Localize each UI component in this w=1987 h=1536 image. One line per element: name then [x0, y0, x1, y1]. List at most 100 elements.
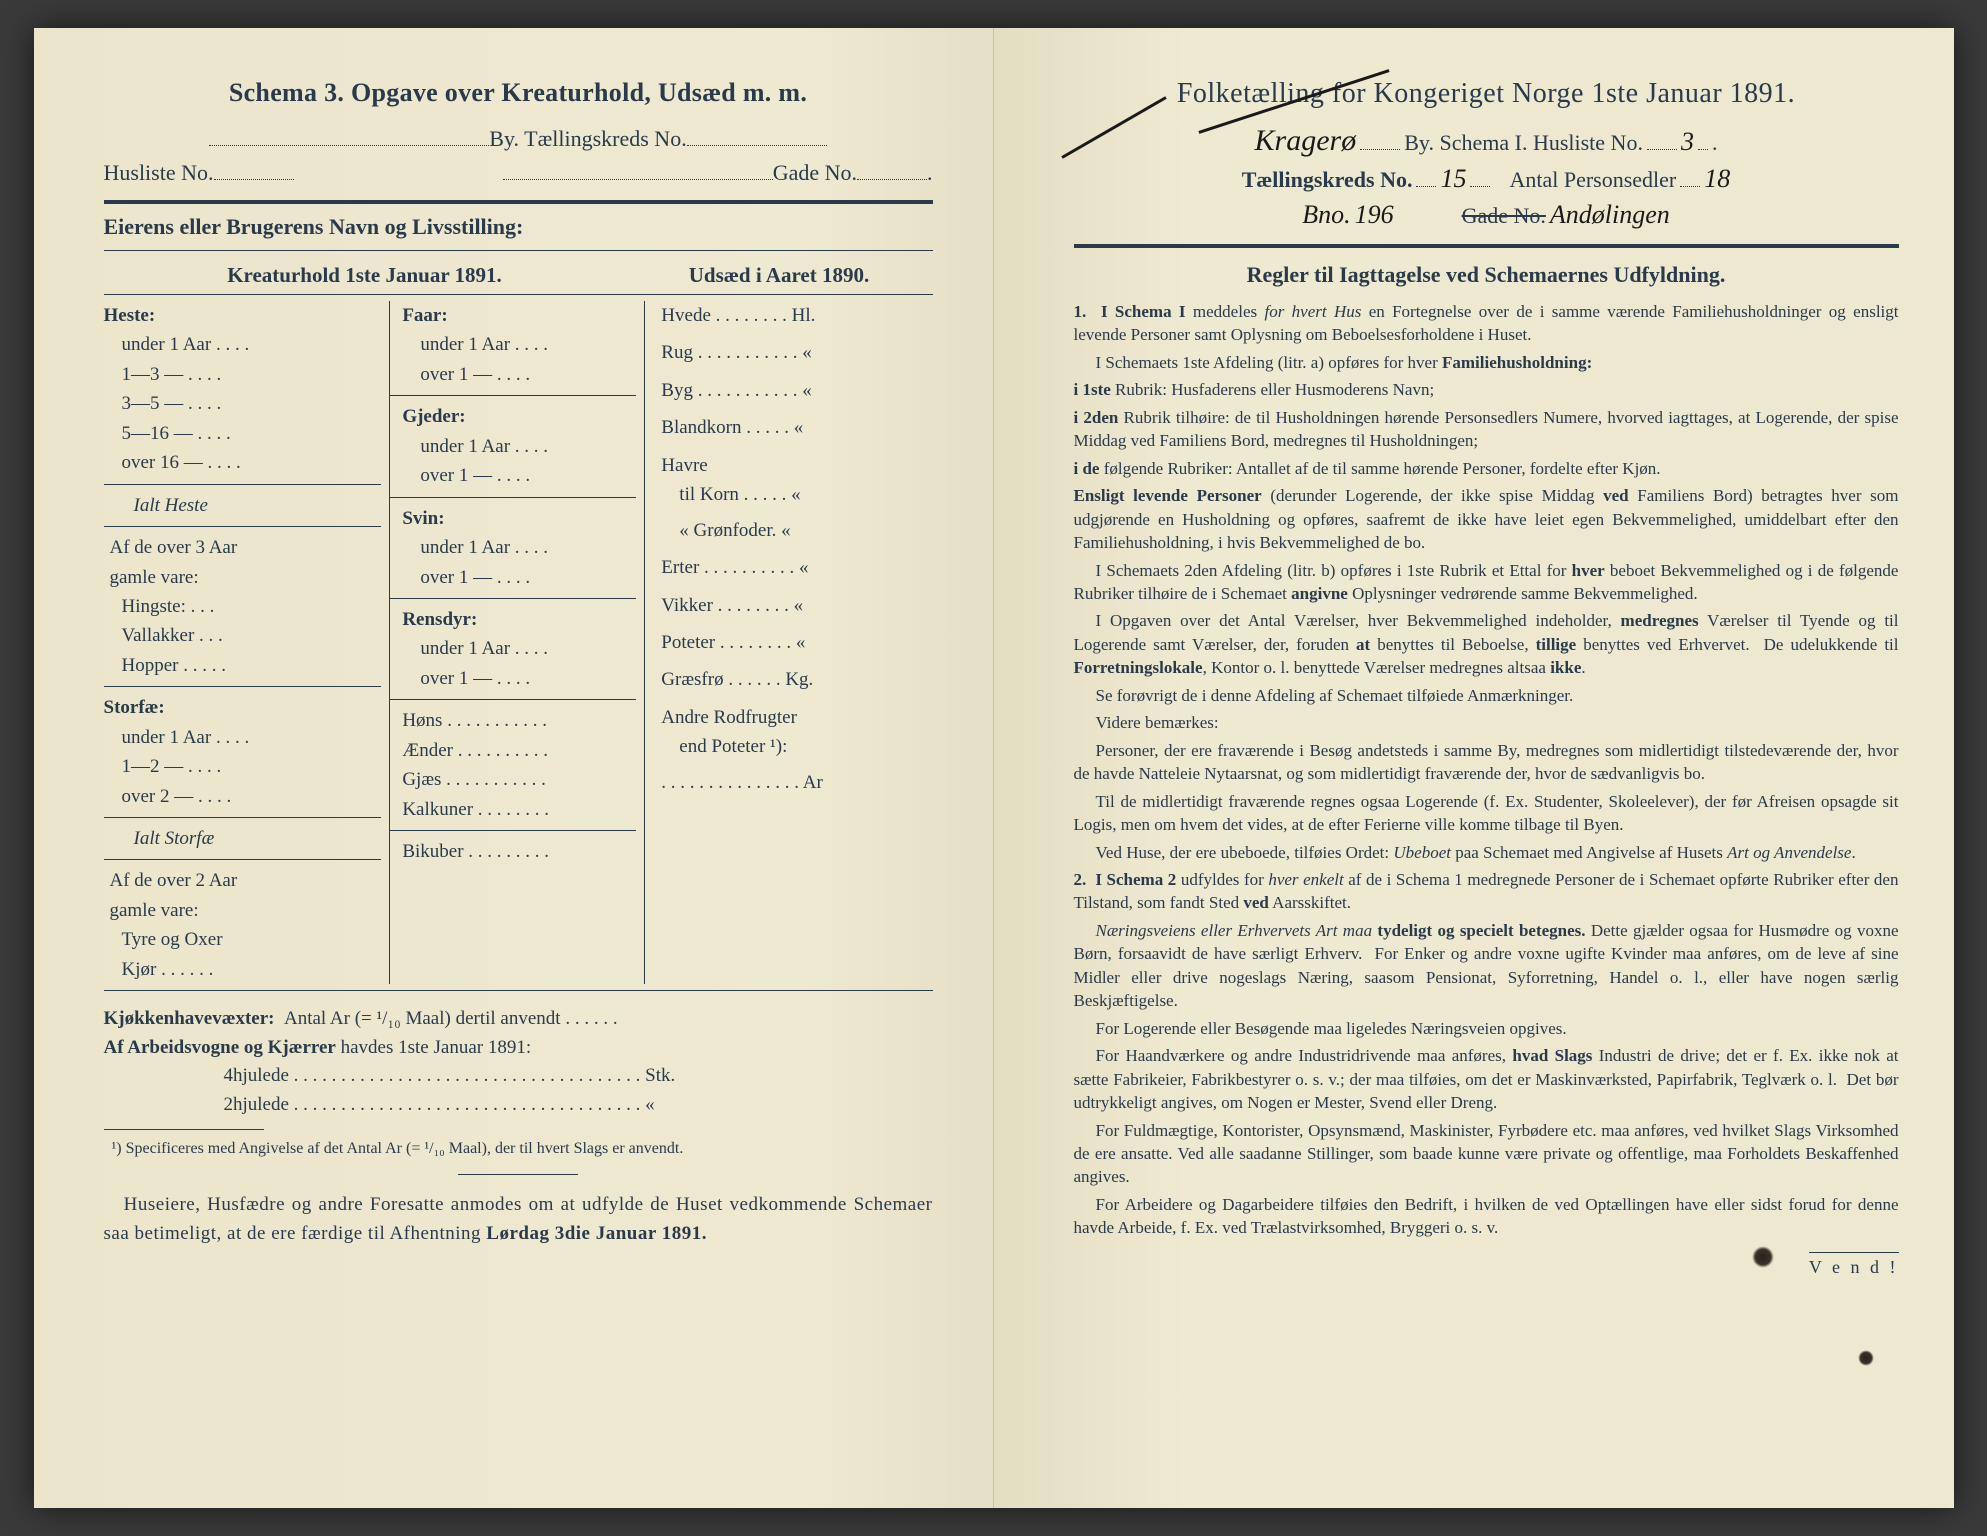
blandkorn: Blandkorn . . . . . «	[661, 413, 924, 442]
husliste-row: Husliste No. Gade No. .	[104, 160, 933, 186]
right-page: Folketælling for Kongeriget Norge 1ste J…	[994, 28, 1954, 1508]
vallakker: Vallakker . . .	[104, 621, 382, 650]
column-headers: Kreaturhold 1ste Januar 1891. Udsæd i Aa…	[104, 263, 933, 288]
hopper: Hopper . . . . .	[104, 651, 382, 680]
taelling-value: 15	[1440, 164, 1466, 194]
footnote: ¹) Specificeres med Angivelse af det Ant…	[104, 1140, 933, 1158]
bottom-notes: Kjøkkenhavevæxter: Antal Ar (= ¹/₁₀ Maal…	[104, 1005, 933, 1119]
foot-rule	[458, 1174, 578, 1175]
tyre: Tyre og Oxer	[104, 925, 382, 954]
heste-row: 3—5 — . . . .	[104, 389, 382, 418]
storfae-row: 1—2 — . . . .	[104, 752, 382, 781]
husliste-value: 3	[1681, 127, 1694, 157]
storfae-row: under 1 Aar . . . .	[104, 723, 382, 752]
ar-line: . . . . . . . . . . . . . . . Ar	[661, 768, 924, 797]
livestock-col-2: Faar: under 1 Aar . . . . over 1 — . . .…	[389, 301, 645, 984]
by-husliste-label: By. Schema I. Husliste No.	[1404, 130, 1643, 156]
rule-2	[104, 250, 933, 251]
para: Personer, der ere fraværende i Besøg and…	[1074, 739, 1899, 786]
heste-head: Heste:	[104, 301, 382, 330]
livestock-grid: Heste: under 1 Aar . . . . 1—3 — . . . .…	[104, 301, 933, 984]
para: Til de midlertidigt fraværende regnes og…	[1074, 790, 1899, 837]
faar-row: over 1 — . . . .	[402, 360, 636, 389]
gade-label: Gade No.	[773, 160, 857, 186]
schema3-title: Schema 3. Opgave over Kreaturhold, Udsæd…	[104, 78, 933, 108]
antal-value: 18	[1704, 164, 1730, 194]
ialt-heste: Ialt Heste	[104, 491, 382, 520]
husliste-label: Husliste No.	[104, 160, 214, 186]
rule-1	[104, 200, 933, 204]
kalkuner: Kalkuner . . . . . . . .	[402, 795, 636, 824]
hingste: Hingste: . . .	[104, 592, 382, 621]
gade-value: Andølingen	[1550, 200, 1670, 230]
aender: Ænder . . . . . . . . . .	[402, 736, 636, 765]
by-row: By. Tællingskreds No.	[104, 126, 933, 152]
gade-label-struck: Gade No.	[1462, 203, 1546, 229]
faar-row: under 1 Aar . . . .	[402, 330, 636, 359]
poteter: Poteter . . . . . . . . «	[661, 628, 924, 657]
end-poteter: end Poteter ¹):	[661, 732, 924, 761]
kreds-row: Tællingskreds No. 15 Antal Personsedler …	[1074, 164, 1899, 194]
rule-r1	[1074, 244, 1899, 248]
left-page: Schema 3. Opgave over Kreaturhold, Udsæd…	[34, 28, 994, 1508]
havre-gron: « Grønfoder. «	[661, 516, 924, 545]
gamle-vare2: gamle vare:	[104, 896, 382, 925]
owner-label: Eierens eller Brugerens Navn og Livsstil…	[104, 214, 933, 240]
gjeder-head: Gjeder:	[402, 402, 636, 431]
svin-row: under 1 Aar . . . .	[402, 533, 636, 562]
by-label: By. Tællingskreds No.	[489, 126, 686, 152]
seed-col: Hvede . . . . . . . . Hl. Rug . . . . . …	[645, 301, 932, 984]
gjeder-row: under 1 Aar . . . .	[402, 432, 636, 461]
rensdyr-head: Rensdyr:	[402, 605, 636, 634]
rug: Rug . . . . . . . . . . . «	[661, 338, 924, 367]
col-header-livestock: Kreaturhold 1ste Januar 1891.	[104, 263, 626, 288]
closing-text: Huseiere, Husfædre og andre Foresatte an…	[104, 1191, 933, 1248]
rensdyr-row: under 1 Aar . . . .	[402, 634, 636, 663]
bikuber: Bikuber . . . . . . . . .	[402, 837, 636, 866]
livestock-col-1: Heste: under 1 Aar . . . . 1—3 — . . . .…	[104, 301, 390, 984]
hand-city: Kragerø	[1255, 124, 1357, 158]
heste-row: 5—16 — . . . .	[104, 419, 382, 448]
rule-3	[104, 294, 933, 295]
para: Se forøvrigt de i denne Afdeling af Sche…	[1074, 684, 1899, 707]
regler-title: Regler til Iagttagelse ved Schemaernes U…	[1074, 262, 1899, 288]
storfae-row: over 2 — . . . .	[104, 782, 382, 811]
vikker: Vikker . . . . . . . . «	[661, 591, 924, 620]
para: Videre bemærkes:	[1074, 711, 1899, 734]
rules-body: 1. I Schema I meddeles for hvert Hus en …	[1074, 300, 1899, 1240]
af3aar: Af de over 3 Aar	[104, 533, 382, 562]
byg: Byg . . . . . . . . . . . «	[661, 376, 924, 405]
vend-label: V e n d !	[1809, 1252, 1899, 1278]
bno-value: 196	[1355, 200, 1394, 230]
svin-row: over 1 — . . . .	[402, 563, 636, 592]
para: For Arbeidere og Dagarbeidere tilføies d…	[1074, 1193, 1899, 1240]
ink-stain	[1752, 1246, 1774, 1268]
faar-head: Faar:	[402, 301, 636, 330]
hons: Høns . . . . . . . . . . .	[402, 706, 636, 735]
para: For Logerende eller Besøgende maa ligele…	[1074, 1017, 1899, 1040]
graesfro: Græsfrø . . . . . . Kg.	[661, 665, 924, 694]
af2aar: Af de over 2 Aar	[104, 866, 382, 895]
closing-date: Lørdag 3die Januar 1891.	[486, 1223, 707, 1244]
city-row: Kragerø By. Schema I. Husliste No. 3 .	[1074, 124, 1899, 158]
havre-korn: til Korn . . . . . «	[661, 480, 924, 509]
gamle-vare: gamle vare:	[104, 563, 382, 592]
col-header-seed: Udsæd i Aaret 1890.	[625, 263, 932, 288]
bno-label: Bno.	[1302, 200, 1350, 230]
havre-head: Havre	[661, 451, 924, 480]
rule-4	[104, 990, 933, 991]
antal-label: Antal Personsedler	[1509, 167, 1676, 193]
heste-row: over 16 — . . . .	[104, 448, 382, 477]
bno-row: Bno. 196 Gade No. Andølingen	[1074, 200, 1899, 230]
heste-row: 1—3 — . . . .	[104, 360, 382, 389]
storfae-head: Storfæ:	[104, 693, 382, 722]
andre-rod: Andre Rodfrugter	[661, 703, 924, 732]
hjul2: 2hjulede . . . . . . . . . . . . . . . .…	[104, 1091, 933, 1120]
taelling-label: Tællingskreds No.	[1242, 167, 1413, 193]
ialt-storfae: Ialt Storfæ	[104, 824, 382, 853]
heste-row: under 1 Aar . . . .	[104, 330, 382, 359]
svin-head: Svin:	[402, 504, 636, 533]
hjul4: 4hjulede . . . . . . . . . . . . . . . .…	[104, 1062, 933, 1091]
rensdyr-row: over 1 — . . . .	[402, 664, 636, 693]
gjaes: Gjæs . . . . . . . . . . .	[402, 765, 636, 794]
